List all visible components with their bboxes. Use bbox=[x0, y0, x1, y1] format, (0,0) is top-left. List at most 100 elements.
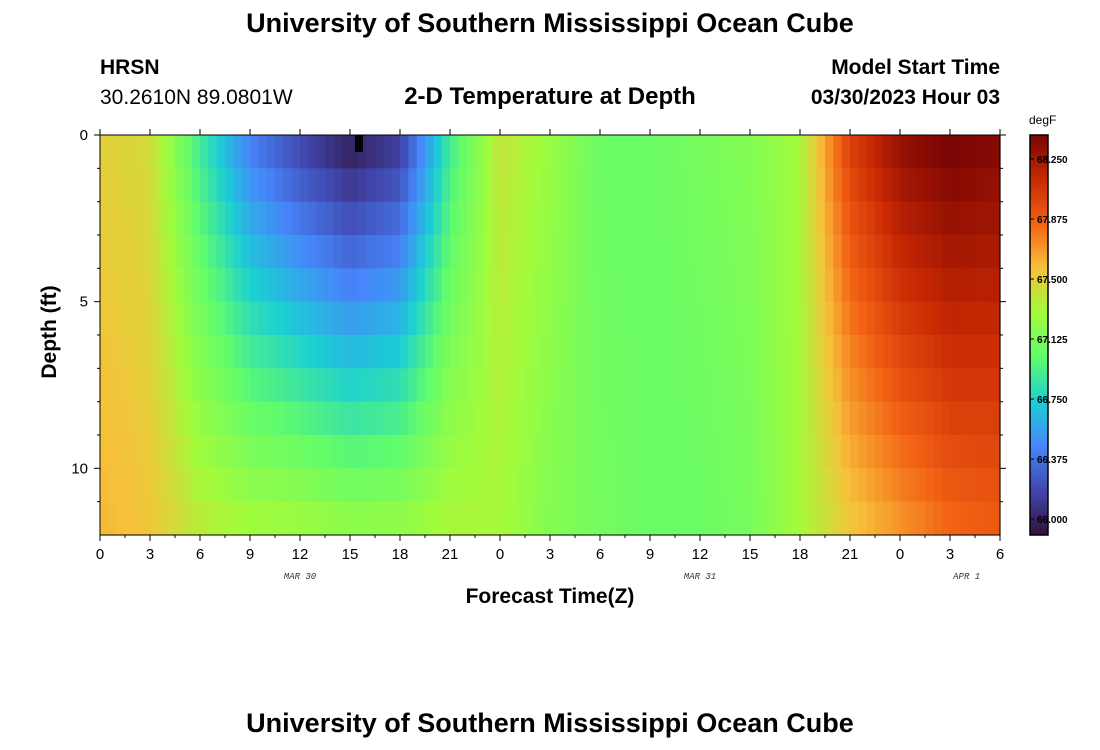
heatmap-cell bbox=[733, 168, 743, 203]
heatmap-cell bbox=[583, 335, 593, 369]
heatmap-cell bbox=[925, 368, 934, 403]
heatmap-cell bbox=[166, 201, 176, 236]
heatmap-cell bbox=[825, 268, 834, 303]
heatmap-cell bbox=[658, 468, 668, 503]
heatmap-cell bbox=[591, 401, 601, 436]
heatmap-cell bbox=[116, 168, 126, 203]
heatmap-cell bbox=[741, 435, 751, 469]
heatmap-cell bbox=[250, 335, 259, 369]
heatmap-cell bbox=[808, 135, 818, 169]
heatmap-cell bbox=[875, 301, 884, 336]
x-tick-label: 9 bbox=[646, 546, 654, 563]
heatmap-cell bbox=[441, 135, 451, 169]
heatmap-cell bbox=[633, 268, 643, 303]
heatmap-cell bbox=[625, 168, 634, 203]
heatmap-cell bbox=[116, 201, 126, 236]
heatmap-cell bbox=[133, 501, 143, 536]
heatmap-cell bbox=[600, 468, 609, 503]
heatmap-cell bbox=[958, 401, 968, 436]
heatmap-cell bbox=[975, 501, 984, 536]
heatmap-cell bbox=[441, 201, 451, 236]
heatmap-cell bbox=[550, 401, 559, 436]
heatmap-cell bbox=[125, 168, 134, 203]
heatmap-cell bbox=[225, 368, 234, 403]
heatmap-cell bbox=[241, 168, 251, 203]
heatmap-cell bbox=[816, 335, 826, 369]
station-name: HRSN bbox=[100, 56, 160, 79]
heatmap-cell bbox=[275, 435, 284, 469]
heatmap-cell bbox=[691, 468, 701, 503]
heatmap-cell bbox=[400, 135, 409, 169]
heatmap-cell bbox=[158, 468, 168, 503]
heatmap-cell bbox=[591, 501, 601, 536]
heatmap-cell bbox=[208, 368, 218, 403]
heatmap-cell bbox=[158, 401, 168, 436]
heatmap-cell bbox=[958, 435, 968, 469]
heatmap-cell bbox=[833, 168, 843, 203]
heatmap-cell bbox=[433, 335, 443, 369]
heatmap-cell bbox=[741, 268, 751, 303]
heatmap-cell bbox=[291, 435, 301, 469]
heatmap-cell bbox=[916, 268, 926, 303]
heatmap-cell bbox=[683, 468, 693, 503]
heatmap-cell bbox=[291, 501, 301, 536]
heatmap-cell bbox=[541, 268, 551, 303]
heatmap-cell bbox=[900, 235, 909, 269]
heatmap-cell bbox=[808, 235, 818, 269]
heatmap-cell bbox=[650, 435, 659, 469]
heatmap-cell bbox=[766, 401, 776, 436]
heatmap-cell bbox=[616, 401, 626, 436]
heatmap-cell bbox=[491, 501, 501, 536]
heatmap-cell bbox=[191, 235, 201, 269]
heatmap-cell bbox=[191, 335, 201, 369]
heatmap-cell bbox=[483, 201, 493, 236]
heatmap-cell bbox=[683, 335, 693, 369]
heatmap-cell bbox=[175, 335, 184, 369]
heatmap-cell bbox=[858, 168, 868, 203]
heatmap-cell bbox=[483, 135, 493, 169]
heatmap-cell bbox=[883, 201, 893, 236]
heatmap-cell bbox=[316, 268, 326, 303]
heatmap-cell bbox=[600, 368, 609, 403]
heatmap-cell bbox=[800, 468, 809, 503]
heatmap-cell bbox=[100, 168, 109, 203]
heatmap-cell bbox=[850, 335, 859, 369]
heatmap-cell bbox=[925, 201, 934, 236]
heatmap-cell bbox=[375, 335, 384, 369]
heatmap-cell bbox=[408, 201, 418, 236]
heatmap-cell bbox=[941, 468, 951, 503]
heatmap-cell bbox=[525, 468, 534, 503]
heatmap-cell bbox=[766, 168, 776, 203]
heatmap-cell bbox=[925, 168, 934, 203]
heatmap-cell bbox=[341, 468, 351, 503]
heatmap-cell bbox=[683, 235, 693, 269]
heatmap-cell bbox=[258, 435, 268, 469]
heatmap-cell bbox=[158, 201, 168, 236]
heatmap-cell bbox=[225, 268, 234, 303]
heatmap-cell bbox=[216, 301, 226, 336]
heatmap-cell bbox=[958, 468, 968, 503]
heatmap-cell bbox=[725, 301, 734, 336]
heatmap-cell bbox=[275, 335, 284, 369]
heatmap-cell bbox=[758, 135, 768, 169]
heatmap-cell bbox=[341, 268, 351, 303]
heatmap-cell bbox=[283, 135, 293, 169]
heatmap-cell bbox=[908, 368, 918, 403]
heatmap-cell bbox=[933, 268, 943, 303]
heatmap-cell bbox=[858, 201, 868, 236]
heatmap-cell bbox=[966, 501, 976, 536]
heatmap-cell bbox=[491, 201, 501, 236]
heatmap-cell bbox=[691, 168, 701, 203]
heatmap-cell bbox=[950, 235, 959, 269]
heatmap-cell bbox=[791, 501, 801, 536]
heatmap-cell bbox=[700, 468, 709, 503]
heatmap-cell bbox=[941, 335, 951, 369]
heatmap-cell bbox=[225, 401, 234, 436]
heatmap-cell bbox=[550, 135, 559, 169]
heatmap-cell bbox=[375, 168, 384, 203]
heatmap-cell bbox=[791, 468, 801, 503]
heatmap-cell bbox=[475, 335, 484, 369]
heatmap-cell bbox=[341, 235, 351, 269]
heatmap-cell bbox=[825, 435, 834, 469]
heatmap-cell bbox=[900, 501, 909, 536]
